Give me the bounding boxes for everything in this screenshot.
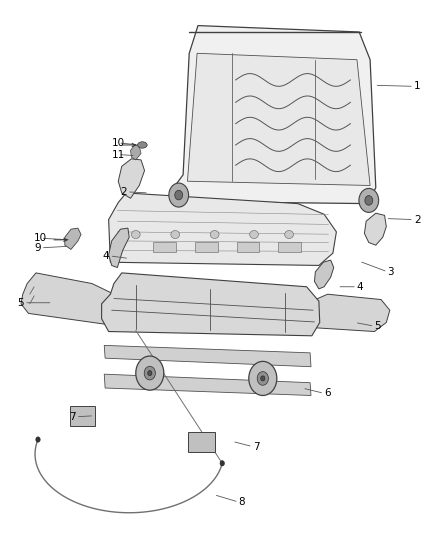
Ellipse shape (210, 230, 219, 239)
Ellipse shape (138, 142, 147, 148)
Text: 5: 5 (374, 321, 381, 331)
Text: 2: 2 (414, 215, 420, 224)
Ellipse shape (148, 370, 152, 376)
Polygon shape (187, 53, 370, 185)
Text: 7: 7 (69, 412, 76, 422)
Ellipse shape (285, 230, 293, 239)
Text: 9: 9 (34, 243, 41, 253)
Polygon shape (109, 228, 129, 268)
Ellipse shape (171, 230, 180, 239)
Ellipse shape (249, 361, 277, 395)
Polygon shape (118, 159, 145, 198)
Ellipse shape (257, 372, 268, 385)
Polygon shape (65, 228, 81, 249)
Text: 2: 2 (120, 187, 127, 197)
Text: 7: 7 (253, 442, 259, 451)
Text: 10: 10 (112, 138, 125, 148)
Text: 4: 4 (103, 251, 110, 261)
Bar (188, 432, 215, 452)
Bar (237, 242, 259, 252)
Polygon shape (102, 273, 320, 336)
Text: 10: 10 (34, 233, 47, 243)
Polygon shape (175, 26, 376, 204)
Ellipse shape (359, 189, 378, 213)
Polygon shape (304, 294, 390, 332)
Polygon shape (131, 145, 141, 160)
Text: 8: 8 (239, 497, 245, 507)
Text: 6: 6 (324, 389, 331, 398)
Text: 3: 3 (388, 267, 394, 277)
Polygon shape (109, 193, 336, 265)
Bar (70, 406, 95, 426)
Text: 5: 5 (18, 298, 24, 308)
Text: 1: 1 (414, 82, 420, 91)
Ellipse shape (220, 461, 224, 466)
Ellipse shape (365, 196, 373, 205)
Ellipse shape (136, 356, 164, 390)
Ellipse shape (144, 366, 155, 380)
Text: 4: 4 (357, 282, 364, 292)
Bar (195, 242, 218, 252)
Ellipse shape (131, 230, 140, 239)
Ellipse shape (36, 437, 40, 442)
Polygon shape (21, 273, 122, 325)
Polygon shape (104, 374, 311, 395)
Bar (278, 242, 301, 252)
Polygon shape (364, 213, 386, 245)
Ellipse shape (261, 376, 265, 381)
Ellipse shape (169, 183, 188, 207)
Polygon shape (314, 260, 334, 289)
Bar (153, 242, 176, 252)
Polygon shape (104, 345, 311, 367)
Ellipse shape (250, 230, 258, 239)
Ellipse shape (175, 190, 183, 200)
Text: 11: 11 (112, 150, 125, 159)
